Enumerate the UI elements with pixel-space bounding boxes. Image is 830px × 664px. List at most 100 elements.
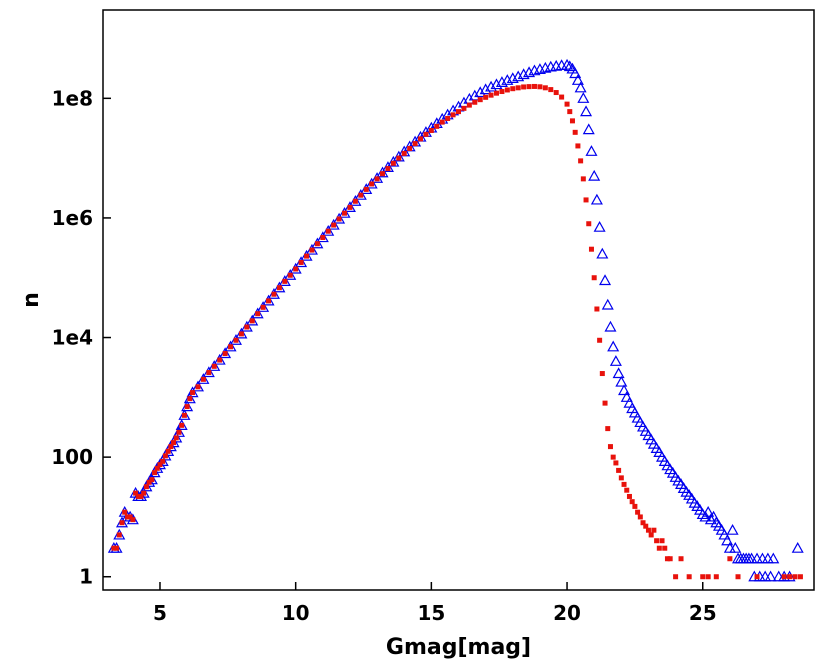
square-marker	[591, 275, 597, 281]
square-marker	[423, 131, 429, 137]
square-marker	[184, 404, 190, 410]
square-marker	[122, 509, 128, 515]
square-marker	[575, 143, 581, 149]
square-marker	[439, 119, 445, 125]
square-marker	[605, 426, 611, 432]
square-marker	[548, 87, 554, 93]
square-marker	[450, 112, 456, 118]
square-marker	[781, 574, 787, 580]
square-marker	[667, 556, 673, 562]
triangle-marker	[590, 193, 603, 205]
square-marker	[504, 87, 510, 93]
square-marker	[635, 509, 641, 515]
square-marker	[559, 94, 565, 100]
square-marker	[700, 574, 706, 580]
square-marker	[347, 204, 353, 210]
square-marker	[342, 210, 348, 216]
triangle-marker	[490, 78, 503, 90]
axis-ticks	[103, 97, 704, 590]
triangle-marker	[615, 375, 628, 387]
square-marker	[187, 396, 193, 402]
square-marker	[162, 453, 168, 459]
triangle-marker	[512, 70, 525, 82]
square-marker	[116, 532, 122, 538]
square-marker	[553, 90, 559, 96]
square-marker	[146, 479, 152, 485]
square-marker	[173, 435, 179, 441]
square-marker	[181, 412, 187, 418]
triangle-marker	[620, 391, 633, 402]
square-marker	[271, 291, 277, 297]
square-marker	[515, 85, 521, 91]
square-marker	[407, 145, 413, 151]
square-marker	[583, 197, 589, 203]
triangle-marker	[612, 367, 625, 379]
triangle-marker	[479, 83, 492, 95]
triangle-marker	[580, 105, 593, 117]
triangle-marker	[626, 402, 639, 414]
triangle-marker	[721, 534, 734, 546]
square-marker	[705, 574, 711, 580]
square-marker	[149, 477, 155, 483]
triangle-marker	[561, 58, 574, 70]
triangle-marker	[571, 74, 584, 85]
square-marker	[531, 83, 537, 89]
square-marker	[754, 574, 760, 580]
triangle-marker	[623, 396, 636, 408]
square-marker	[249, 318, 255, 324]
square-marker	[314, 241, 320, 247]
square-marker	[401, 150, 407, 156]
square-marker	[157, 462, 163, 468]
triangle-marker	[696, 508, 709, 520]
triangle-marker	[593, 220, 606, 232]
square-marker	[787, 574, 793, 580]
square-marker	[133, 490, 139, 496]
triangle-marker	[577, 92, 590, 103]
triangle-marker	[485, 80, 498, 92]
square-marker	[607, 444, 613, 450]
square-marker	[325, 228, 331, 234]
square-marker	[320, 235, 326, 241]
square-marker	[385, 166, 391, 172]
square-marker	[396, 155, 402, 161]
square-marker	[792, 574, 798, 580]
square-marker	[648, 532, 654, 538]
y-tick-label: 1e4	[52, 326, 93, 350]
triangle-marker	[495, 76, 508, 87]
square-marker	[542, 85, 548, 91]
square-marker	[645, 527, 651, 533]
square-marker	[152, 470, 158, 476]
square-marker	[483, 94, 489, 100]
square-marker	[640, 520, 646, 526]
square-marker	[130, 517, 136, 523]
square-marker	[200, 376, 206, 382]
square-marker	[456, 109, 461, 115]
square-marker	[428, 127, 434, 133]
square-marker	[434, 123, 440, 129]
square-marker	[602, 400, 608, 406]
triangle-marker	[601, 298, 614, 310]
square-marker	[276, 285, 282, 291]
x-tick-label: 15	[417, 601, 445, 625]
square-marker	[135, 493, 141, 499]
square-marker	[293, 266, 299, 272]
triangle-marker	[607, 340, 620, 352]
square-marker	[111, 545, 117, 551]
square-marker	[626, 493, 632, 499]
square-marker	[797, 574, 803, 580]
square-marker	[616, 467, 622, 473]
square-marker	[412, 141, 418, 147]
square-marker	[580, 176, 586, 182]
data-markers	[107, 58, 804, 582]
square-marker	[599, 371, 605, 377]
square-marker	[195, 384, 201, 390]
square-marker	[217, 357, 223, 363]
square-marker	[298, 259, 304, 265]
square-marker	[282, 278, 288, 284]
square-marker	[461, 105, 467, 111]
square-marker	[493, 90, 499, 96]
square-marker	[154, 465, 160, 471]
square-marker	[260, 304, 266, 310]
square-marker	[686, 574, 692, 580]
